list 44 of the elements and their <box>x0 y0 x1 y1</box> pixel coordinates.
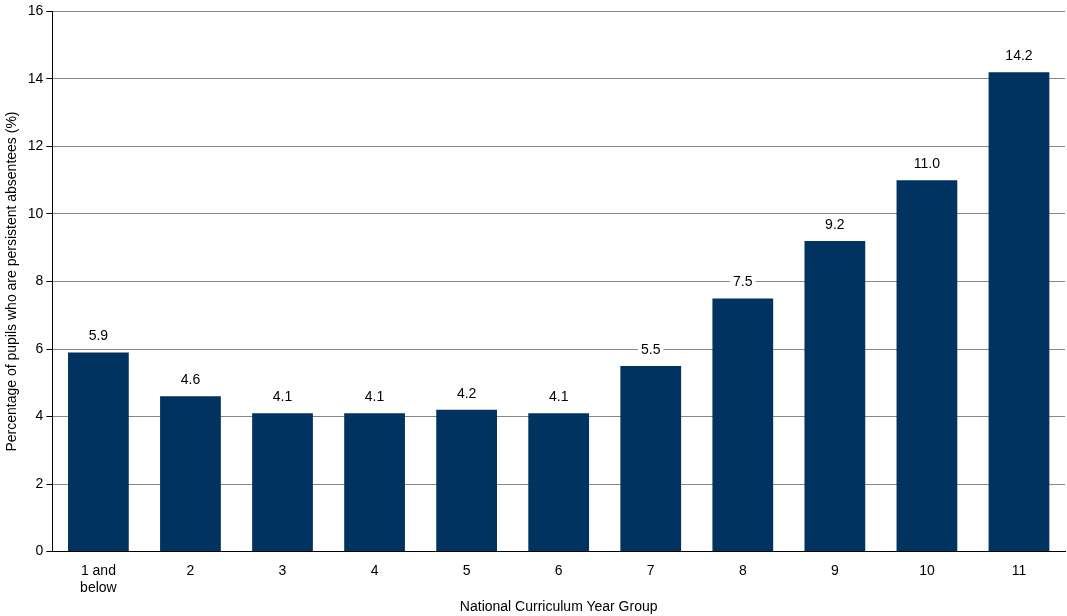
bar <box>712 298 774 552</box>
x-tick-label: 7 <box>646 561 655 578</box>
bar <box>896 180 958 552</box>
data-label: 4.1 <box>272 388 293 405</box>
x-tick-label: 3 <box>278 561 287 578</box>
data-label: 4.1 <box>548 388 569 405</box>
y-tick-label: 2 <box>35 474 44 491</box>
bar <box>252 413 313 552</box>
data-label: 5.5 <box>641 340 661 357</box>
data-label: 4.1 <box>364 388 385 405</box>
data-label: 9.2 <box>825 215 845 232</box>
x-tick-label: 1 and below <box>80 561 118 595</box>
bar <box>620 365 682 552</box>
x-tick-label: 5 <box>462 561 471 578</box>
data-label: 14.2 <box>1005 47 1033 64</box>
x-tick-label: 10 <box>919 561 935 578</box>
bar <box>988 72 1050 552</box>
data-label: 5.9 <box>88 327 109 344</box>
y-tick-label: 10 <box>27 204 44 221</box>
x-tick-label: 11 <box>1011 561 1027 578</box>
x-tick-label: 2 <box>186 561 195 578</box>
y-tick-label: 16 <box>27 2 44 19</box>
bar <box>344 413 405 552</box>
y-tick-label: 8 <box>35 272 44 289</box>
bar <box>436 409 498 552</box>
data-label: 11.0 <box>913 155 941 172</box>
bar <box>160 396 221 552</box>
y-tick-label: 14 <box>27 69 44 86</box>
x-tick-label: 9 <box>830 561 839 578</box>
x-axis-title: National Curriculum Year Group <box>459 598 658 615</box>
y-tick-label: 12 <box>27 137 44 154</box>
x-tick-label: 6 <box>554 561 563 578</box>
y-tick-label: 4 <box>35 407 44 424</box>
bar <box>804 240 866 552</box>
data-label: 7.5 <box>733 273 753 290</box>
bar <box>68 352 129 552</box>
y-axis-title: Percentage of pupils who are persistent absentees (%) <box>3 111 20 452</box>
data-label: 4.6 <box>180 371 201 388</box>
bar <box>528 413 590 552</box>
y-tick-label: 0 <box>35 542 44 559</box>
data-label: 4.2 <box>456 384 477 401</box>
x-tick-label: 4 <box>370 561 379 578</box>
x-tick-label: 8 <box>738 561 747 578</box>
y-tick-label: 6 <box>35 339 44 356</box>
